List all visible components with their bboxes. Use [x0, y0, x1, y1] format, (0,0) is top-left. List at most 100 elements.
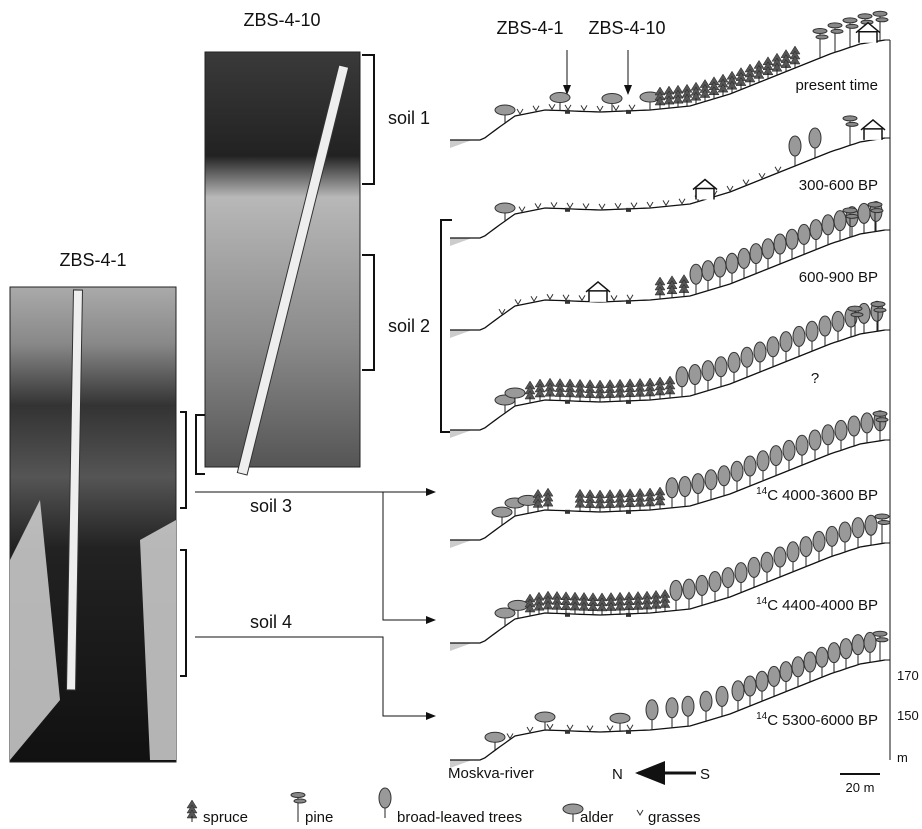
- pine-crown: [843, 116, 857, 121]
- broad-tree: [861, 413, 873, 433]
- broad-tree: [754, 342, 766, 362]
- broad-tree: [848, 416, 860, 436]
- broad-tree: [787, 542, 799, 562]
- broad-tree: [786, 229, 798, 249]
- grass: [597, 106, 603, 111]
- broad-tree: [796, 435, 808, 455]
- broad-tree: [722, 568, 734, 588]
- broad-tree: [750, 244, 762, 264]
- profile-site: [565, 400, 570, 404]
- grass: [551, 202, 557, 207]
- grass: [533, 106, 539, 111]
- river-water: [450, 330, 472, 338]
- terrain: [450, 543, 885, 643]
- profile-site: [626, 110, 631, 114]
- grass: [727, 186, 733, 191]
- broad-tree: [806, 321, 818, 341]
- broad-tree: [813, 531, 825, 551]
- legend-label: alder: [580, 809, 613, 826]
- pine-crown: [868, 202, 882, 207]
- period-label: 600-900 BP: [799, 269, 878, 286]
- grass: [567, 203, 573, 208]
- broad-tree: [832, 311, 844, 331]
- grass: [583, 203, 589, 208]
- grass: [579, 295, 585, 300]
- broad-tree: [819, 316, 831, 336]
- broad-tree: [757, 451, 769, 471]
- broad-tree: [783, 440, 795, 460]
- broad-tree: [735, 563, 747, 583]
- pine-crown: [851, 313, 863, 317]
- profile-label: ZBS-4-10: [588, 18, 665, 38]
- grass: [637, 810, 643, 815]
- pine-crown: [878, 520, 890, 524]
- alder: [505, 388, 525, 398]
- broad-tree: [816, 647, 828, 667]
- broad-tree: [840, 639, 852, 659]
- bracket: [441, 220, 452, 432]
- broad-tree: [756, 671, 768, 691]
- broad-tree: [666, 698, 678, 718]
- bracket: [180, 412, 205, 508]
- pine-crown: [874, 308, 886, 312]
- pine-crown: [843, 208, 857, 213]
- broad-tree: [714, 257, 726, 277]
- broad-tree: [741, 347, 753, 367]
- pine-crown: [876, 18, 888, 22]
- direction-from: S: [700, 766, 710, 783]
- broad-tree: [809, 128, 821, 148]
- arrow: [383, 492, 435, 620]
- pine-crown: [831, 29, 843, 33]
- alder: [610, 713, 630, 723]
- broad-tree: [702, 261, 714, 281]
- alder: [550, 93, 570, 103]
- broad-tree: [852, 518, 864, 538]
- profile: [450, 631, 890, 768]
- soil-label: soil 1: [388, 108, 430, 128]
- profile: [450, 411, 890, 548]
- alder: [495, 105, 515, 115]
- grass: [549, 104, 555, 109]
- grass: [629, 105, 635, 110]
- grass: [743, 180, 749, 185]
- broad-tree: [770, 446, 782, 466]
- broad-tree: [774, 547, 786, 567]
- broad-tree: [834, 211, 846, 231]
- grass: [519, 207, 525, 212]
- grass: [531, 296, 537, 301]
- broad-tree: [700, 691, 712, 711]
- grass: [759, 173, 765, 178]
- pine-crown: [876, 418, 888, 422]
- element: C: [767, 597, 778, 614]
- period-label: ?: [811, 370, 819, 387]
- pine-crown: [875, 514, 889, 519]
- alder: [485, 732, 505, 742]
- grass: [515, 299, 521, 304]
- range: 4000-3600 BP: [782, 487, 878, 504]
- house: [693, 180, 717, 200]
- alder: [535, 712, 555, 722]
- pine-crown: [876, 638, 888, 642]
- broad-tree: [676, 367, 688, 387]
- grass: [527, 727, 533, 732]
- broad-tree: [748, 557, 760, 577]
- broad-tree: [826, 526, 838, 546]
- legend-label: grasses: [648, 809, 701, 826]
- grass: [611, 295, 617, 300]
- grass: [627, 295, 633, 300]
- arrow: [195, 637, 435, 716]
- grass: [613, 105, 619, 110]
- broad-tree: [738, 248, 750, 268]
- figure: ZBS-4-10 ZBS-4-1 soil 1 soil 2 soil 3 so…: [0, 0, 922, 829]
- grass: [517, 109, 523, 114]
- broad-tree: [865, 515, 877, 535]
- grass: [547, 294, 553, 299]
- element: C: [767, 487, 778, 504]
- pine-crown: [873, 631, 887, 636]
- photo-title: ZBS-4-10: [243, 10, 320, 30]
- soil-label: soil 2: [388, 316, 430, 336]
- broad-tree: [768, 666, 780, 686]
- broad-tree: [682, 696, 694, 716]
